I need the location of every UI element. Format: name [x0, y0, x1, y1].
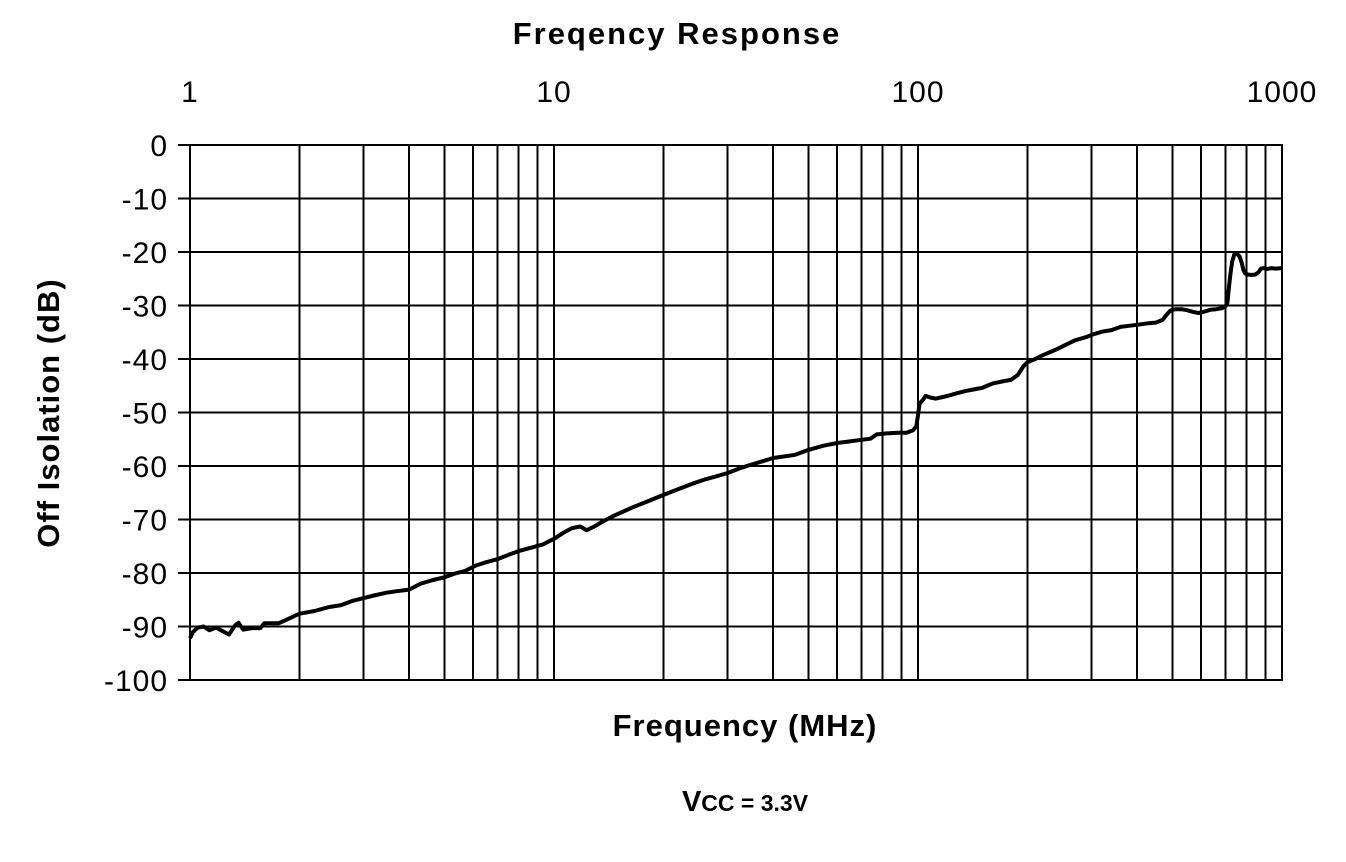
- y-tick-label: -80: [122, 558, 168, 591]
- x-tick-label: 1000: [1247, 76, 1318, 109]
- x-tick-label: 10: [536, 76, 571, 109]
- vcc-caption: VCC = 3.3V: [682, 786, 808, 819]
- chart-title: Freqency Response: [512, 16, 842, 51]
- off-isolation-curve: [188, 251, 1283, 640]
- y-tick-label: -90: [122, 612, 168, 645]
- y-tick-label: -60: [122, 451, 168, 484]
- vcc-caption-cc: CC: [701, 790, 735, 816]
- plot-border: [189, 144, 1283, 681]
- x-axis-label: Frequency (MHz): [612, 708, 878, 743]
- vcc-caption-v: V: [681, 786, 702, 818]
- y-tick-label: -50: [122, 398, 168, 431]
- y-tick-label: -20: [122, 237, 168, 270]
- y-tick-label: 0: [150, 130, 168, 163]
- y-tick-label: -30: [122, 291, 168, 324]
- y-tick-label: -40: [122, 344, 168, 377]
- y-tick-label: -70: [122, 505, 168, 538]
- x-tick-label: 1: [181, 76, 199, 109]
- y-tick-label: -10: [122, 184, 168, 217]
- x-tick-label: 100: [891, 76, 944, 109]
- vcc-caption-value: = 3.3V: [734, 790, 809, 816]
- y-tick-label: -100: [104, 665, 168, 698]
